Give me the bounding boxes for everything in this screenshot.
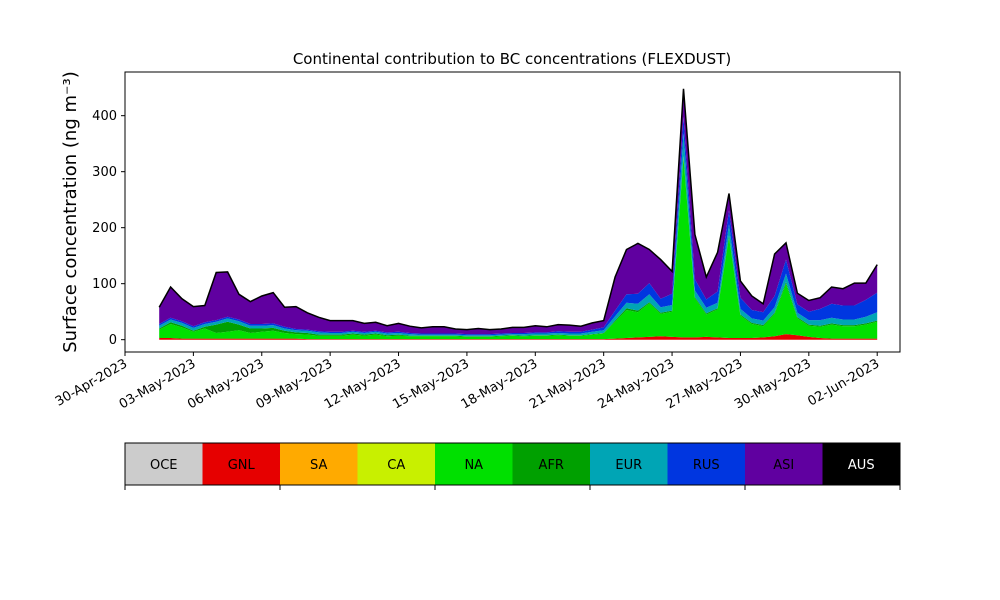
axes: 010020030040030-Apr-202303-May-202306-Ma…	[53, 71, 901, 412]
chart-title: Continental contribution to BC concentra…	[293, 50, 731, 68]
y-axis-label: Surface concentration (ng m⁻³)	[60, 71, 81, 353]
x-tick-label: 18-May-2023	[459, 356, 541, 412]
x-tick-label: 12-May-2023	[322, 356, 404, 412]
y-tick-label: 400	[92, 109, 117, 124]
legend-swatch-ca	[357, 443, 435, 485]
legend-label-ca: CA	[387, 458, 405, 473]
legend-label-oce: OCE	[150, 458, 178, 473]
x-tick-label: 21-May-2023	[527, 356, 609, 412]
legend-frame	[124, 442, 901, 486]
legend-label-eur: EUR	[615, 458, 642, 473]
x-tick-label: 09-May-2023	[253, 356, 335, 412]
x-tick-label: 06-May-2023	[185, 356, 267, 412]
legend-swatch-na	[435, 443, 513, 485]
y-tick-label: 200	[92, 221, 117, 236]
plot-area	[158, 88, 878, 340]
x-tick-label: 27-May-2023	[664, 356, 746, 412]
area-series-gnl	[159, 334, 878, 340]
legend-swatch-eur	[590, 443, 668, 485]
x-tick-label: 30-May-2023	[732, 356, 814, 412]
legend-swatch-rus	[667, 443, 745, 485]
area-series-asi	[159, 88, 878, 335]
y-tick-label: 300	[92, 165, 117, 180]
legend-label-rus: RUS	[693, 458, 720, 473]
y-tick-label: 0	[109, 333, 117, 348]
legend-label-afr: AFR	[539, 458, 564, 473]
legend-label-asi: ASI	[773, 458, 794, 473]
legend: OCE GNL SA CA NA AFR EUR RUS ASI AUS	[124, 442, 901, 490]
legend-swatch-aus	[822, 443, 900, 485]
legend-swatch-asi	[745, 443, 823, 485]
legend-swatch-oce	[125, 443, 203, 485]
legend-label-sa: SA	[310, 458, 327, 473]
legend-swatch-afr	[512, 443, 590, 485]
total-line	[158, 88, 878, 331]
legend-swatch-gnl	[202, 443, 280, 485]
x-tick-label: 02-Jun-2023	[805, 356, 882, 409]
area-series-rus	[159, 116, 878, 336]
legend-swatch-sa	[280, 443, 358, 485]
legend-label-na: NA	[464, 458, 483, 473]
y-tick-label: 100	[92, 277, 117, 292]
x-tick-label: 03-May-2023	[117, 356, 199, 412]
plot-frame	[124, 71, 901, 353]
legend-label-gnl: GNL	[228, 458, 256, 473]
legend-label-aus: AUS	[848, 458, 875, 473]
x-tick-label: 24-May-2023	[595, 356, 677, 412]
x-tick-label: 15-May-2023	[390, 356, 472, 412]
